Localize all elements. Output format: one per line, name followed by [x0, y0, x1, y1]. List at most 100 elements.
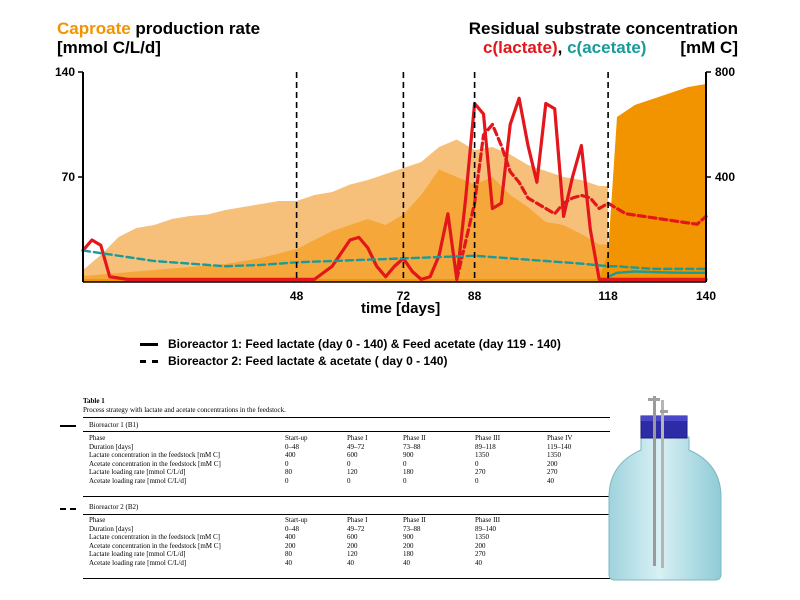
solid-line-icon [60, 425, 76, 427]
table-cell: 73–88 [403, 524, 421, 533]
table-cell: 900 [403, 451, 414, 459]
table-row: Acetate concentration in the feedstock [… [89, 460, 607, 469]
table-cell [547, 550, 607, 559]
bioreactor-2-label: Bioreactor 2 (B2) [89, 503, 139, 511]
series-separator: , [557, 38, 568, 57]
table-cell: Duration [days] [89, 442, 134, 451]
table-cell: 80 [285, 468, 292, 476]
table-rule [83, 514, 610, 515]
x-tick-140: 140 [696, 289, 716, 303]
table-cell: Start-up [285, 516, 308, 524]
lactate-label: c(lactate) [483, 38, 558, 57]
table-cell: 0 [285, 476, 289, 485]
table-cell: 89–140 [475, 524, 496, 533]
table-rule [83, 431, 610, 432]
series-line-6 [606, 270, 708, 278]
x-tick-72: 72 [397, 289, 411, 303]
table-cell: 200 [403, 541, 414, 550]
table-cell: 200 [347, 541, 358, 550]
table-cell: 180 [403, 468, 414, 476]
table-cell: Phase IV [547, 434, 573, 442]
table-cell: Phase II [403, 434, 426, 442]
table-header-row: Phase Start-up Phase I Phase II Phase III Pha… [89, 434, 607, 443]
table-cell: 40 [285, 558, 292, 567]
table-cell: Lactate concentration in the feedstock [… [89, 451, 221, 459]
table-cell: Duration [days] [89, 524, 134, 533]
table-cell: 200 [285, 541, 296, 550]
table-row: Lactate loading rate [mmol C/L/d] 80 120 18… [89, 550, 607, 559]
table-cell: 80 [285, 550, 292, 558]
table-cell: 200 [547, 459, 558, 468]
table-cell: Lactate concentration in the feedstock [… [89, 533, 221, 541]
table-cell: Phase [89, 516, 106, 524]
table-cell [547, 525, 607, 534]
table-cell: 900 [403, 533, 414, 541]
table-cell [547, 516, 607, 525]
table-cell: 0–48 [285, 524, 299, 533]
tick-layer: 48 72 88 118 140 70 140 400 800 [55, 65, 735, 303]
legend-bioreactor-1-text: Bioreactor 1: Feed lactate (day 0 - 140)… [168, 337, 561, 351]
bioreactor-1-label: Bioreactor 1 (B1) [89, 421, 139, 429]
table-cell: 0 [403, 459, 407, 468]
table-row: Lactate concentration in the feedstock [… [89, 533, 607, 542]
table-cell [547, 533, 607, 542]
y-right-tick-800: 800 [715, 65, 735, 79]
legend-bioreactor-1: Bioreactor 1: Feed lactate (day 0 - 140)… [140, 337, 561, 351]
area-layer [83, 84, 706, 282]
table-cell: 1350 [547, 451, 561, 459]
table-cell: Phase II [403, 516, 426, 524]
table-cell: 270 [475, 550, 486, 558]
table-cell: 0 [347, 459, 351, 468]
right-axis-series-labels: c(lactate), c(acetate) [483, 37, 646, 59]
table-cell: Acetate loading rate [mmol C/L/d] [89, 558, 187, 567]
y-left-tick-140: 140 [55, 65, 75, 79]
right-axis-unit: [mM C] [680, 38, 738, 57]
table-row: Acetate concentration in the feedstock [… [89, 542, 607, 551]
table-cell: Phase I [347, 516, 368, 524]
table-title: Table 1 [83, 397, 105, 405]
table-cell: Phase III [475, 516, 501, 524]
bioreactor-bottle-icon [608, 396, 722, 581]
table-cell: 180 [403, 550, 414, 558]
table-rule [83, 496, 610, 497]
table-cell: 0–48 [285, 442, 299, 451]
table-top-rule [83, 417, 610, 418]
table-cell: Start-up [285, 434, 308, 442]
table-cell: 0 [285, 459, 289, 468]
table-cell: 49–72 [347, 442, 365, 451]
legend-bioreactor-2-text: Bioreactor 2: Feed lactate & acetate ( d… [168, 354, 448, 368]
table-cell: Phase III [475, 434, 501, 442]
series-line-4 [455, 122, 708, 281]
table-cell: 600 [347, 451, 358, 459]
table-cell: Phase I [347, 434, 368, 442]
x-tick-88: 88 [468, 289, 482, 303]
left-axis-title-word: Caproate [57, 19, 131, 38]
table-bioreactor-2: Phase Start-up Phase I Phase II Phase III Dur… [89, 516, 607, 567]
table-cell: 1350 [475, 451, 489, 459]
table-row: Duration [days] 0–48 49–72 73–88 89–118 119–1… [89, 443, 607, 452]
right-axis-title: Residual substrate concentration [468, 19, 738, 38]
table-cell: 120 [347, 468, 358, 476]
table-cell [547, 542, 607, 551]
table-bottom-rule [83, 578, 610, 579]
table-cell: 200 [475, 541, 486, 550]
table-cell: 0 [403, 476, 407, 485]
table-cell: 49–72 [347, 524, 365, 533]
table-cell [547, 559, 607, 568]
series-line-3 [81, 96, 708, 281]
x-axis-label: time [days] [361, 300, 441, 317]
table-cell: 270 [475, 468, 486, 476]
table-cell: 0 [347, 476, 351, 485]
x-tick-118: 118 [598, 289, 618, 303]
table-cell: 0 [475, 459, 479, 468]
series-area-2 [83, 84, 706, 282]
table-cell: Lactate loading rate [mmol C/L/d] [89, 468, 186, 476]
dashed-line-icon [140, 360, 158, 364]
table-cell: Acetate concentration in the feedstock [… [89, 459, 221, 468]
table-header-row: Phase Start-up Phase I Phase II Phase III [89, 516, 607, 525]
table-cell: 0 [475, 476, 479, 485]
table-bioreactor-1: Phase Start-up Phase I Phase II Phase III Pha… [89, 434, 607, 485]
table-cell: 600 [347, 533, 358, 541]
table-cell: 89–118 [475, 442, 496, 451]
table-cell: 120 [347, 550, 358, 558]
